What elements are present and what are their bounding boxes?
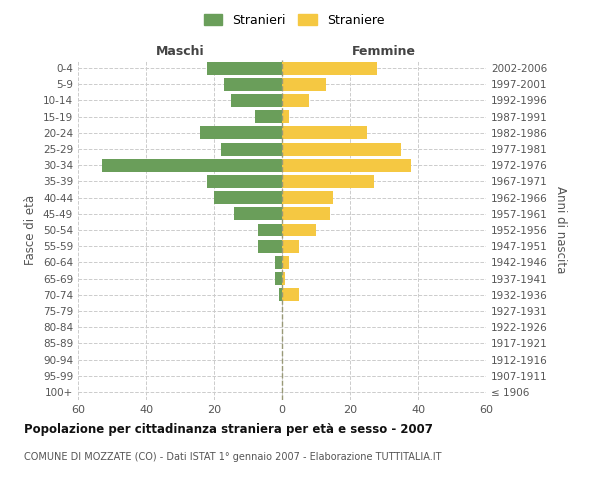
- Bar: [282, 110, 289, 123]
- Text: Popolazione per cittadinanza straniera per età e sesso - 2007: Popolazione per cittadinanza straniera p…: [24, 422, 433, 436]
- Bar: [282, 208, 329, 220]
- Bar: [224, 78, 282, 91]
- Bar: [282, 78, 326, 91]
- Bar: [207, 62, 282, 74]
- Bar: [282, 240, 299, 252]
- Bar: [282, 288, 299, 301]
- Bar: [200, 126, 282, 140]
- Bar: [255, 110, 282, 123]
- Bar: [207, 175, 282, 188]
- Bar: [278, 288, 282, 301]
- Bar: [102, 159, 282, 172]
- Bar: [221, 142, 282, 156]
- Text: Femmine: Femmine: [352, 46, 416, 59]
- Bar: [282, 224, 316, 236]
- Bar: [258, 224, 282, 236]
- Y-axis label: Fasce di età: Fasce di età: [25, 195, 37, 265]
- Bar: [282, 94, 309, 107]
- Bar: [282, 126, 367, 140]
- Bar: [282, 62, 377, 74]
- Bar: [258, 240, 282, 252]
- Bar: [235, 208, 282, 220]
- Text: COMUNE DI MOZZATE (CO) - Dati ISTAT 1° gennaio 2007 - Elaborazione TUTTITALIA.IT: COMUNE DI MOZZATE (CO) - Dati ISTAT 1° g…: [24, 452, 442, 462]
- Bar: [282, 191, 333, 204]
- Bar: [282, 159, 411, 172]
- Bar: [275, 272, 282, 285]
- Text: Maschi: Maschi: [155, 46, 205, 59]
- Bar: [231, 94, 282, 107]
- Bar: [282, 272, 286, 285]
- Legend: Stranieri, Straniere: Stranieri, Straniere: [199, 8, 389, 32]
- Bar: [275, 256, 282, 269]
- Bar: [282, 175, 374, 188]
- Y-axis label: Anni di nascita: Anni di nascita: [554, 186, 567, 274]
- Bar: [214, 191, 282, 204]
- Bar: [282, 142, 401, 156]
- Bar: [282, 256, 289, 269]
